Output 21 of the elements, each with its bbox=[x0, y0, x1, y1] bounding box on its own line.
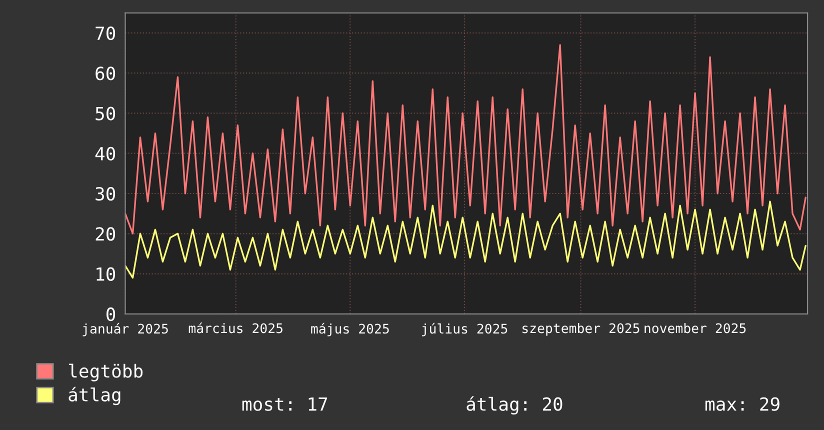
line-series bbox=[125, 44, 806, 234]
y-tick-label: 70 bbox=[96, 26, 116, 40]
x-tick-label: november 2025 bbox=[644, 323, 746, 334]
text: most: 17 bbox=[242, 397, 328, 411]
x-tick-label: március 2025 bbox=[188, 322, 282, 334]
x-tick-label: január 2025 bbox=[82, 322, 168, 336]
y-tick-label: 40 bbox=[95, 146, 116, 161]
x-tick-label: május 2025 bbox=[311, 322, 389, 336]
legend-label: legtöbb bbox=[68, 364, 143, 382]
text: max: 29 bbox=[705, 397, 780, 411]
x-tick-label: július 2025 bbox=[422, 322, 508, 336]
text: átlag: 20 bbox=[466, 396, 562, 415]
y-tick-label: 60 bbox=[96, 66, 116, 80]
legend-label: átlag bbox=[68, 386, 120, 406]
y-tick-label: 50 bbox=[96, 106, 116, 120]
y-tick-label: 30 bbox=[96, 187, 116, 201]
x-tick-label: szeptember 2025 bbox=[522, 323, 640, 336]
line-series bbox=[125, 200, 806, 279]
y-tick-label: 10 bbox=[96, 267, 116, 281]
y-tick-label: 20 bbox=[96, 227, 116, 241]
y-tick-label: 0 bbox=[106, 307, 116, 322]
